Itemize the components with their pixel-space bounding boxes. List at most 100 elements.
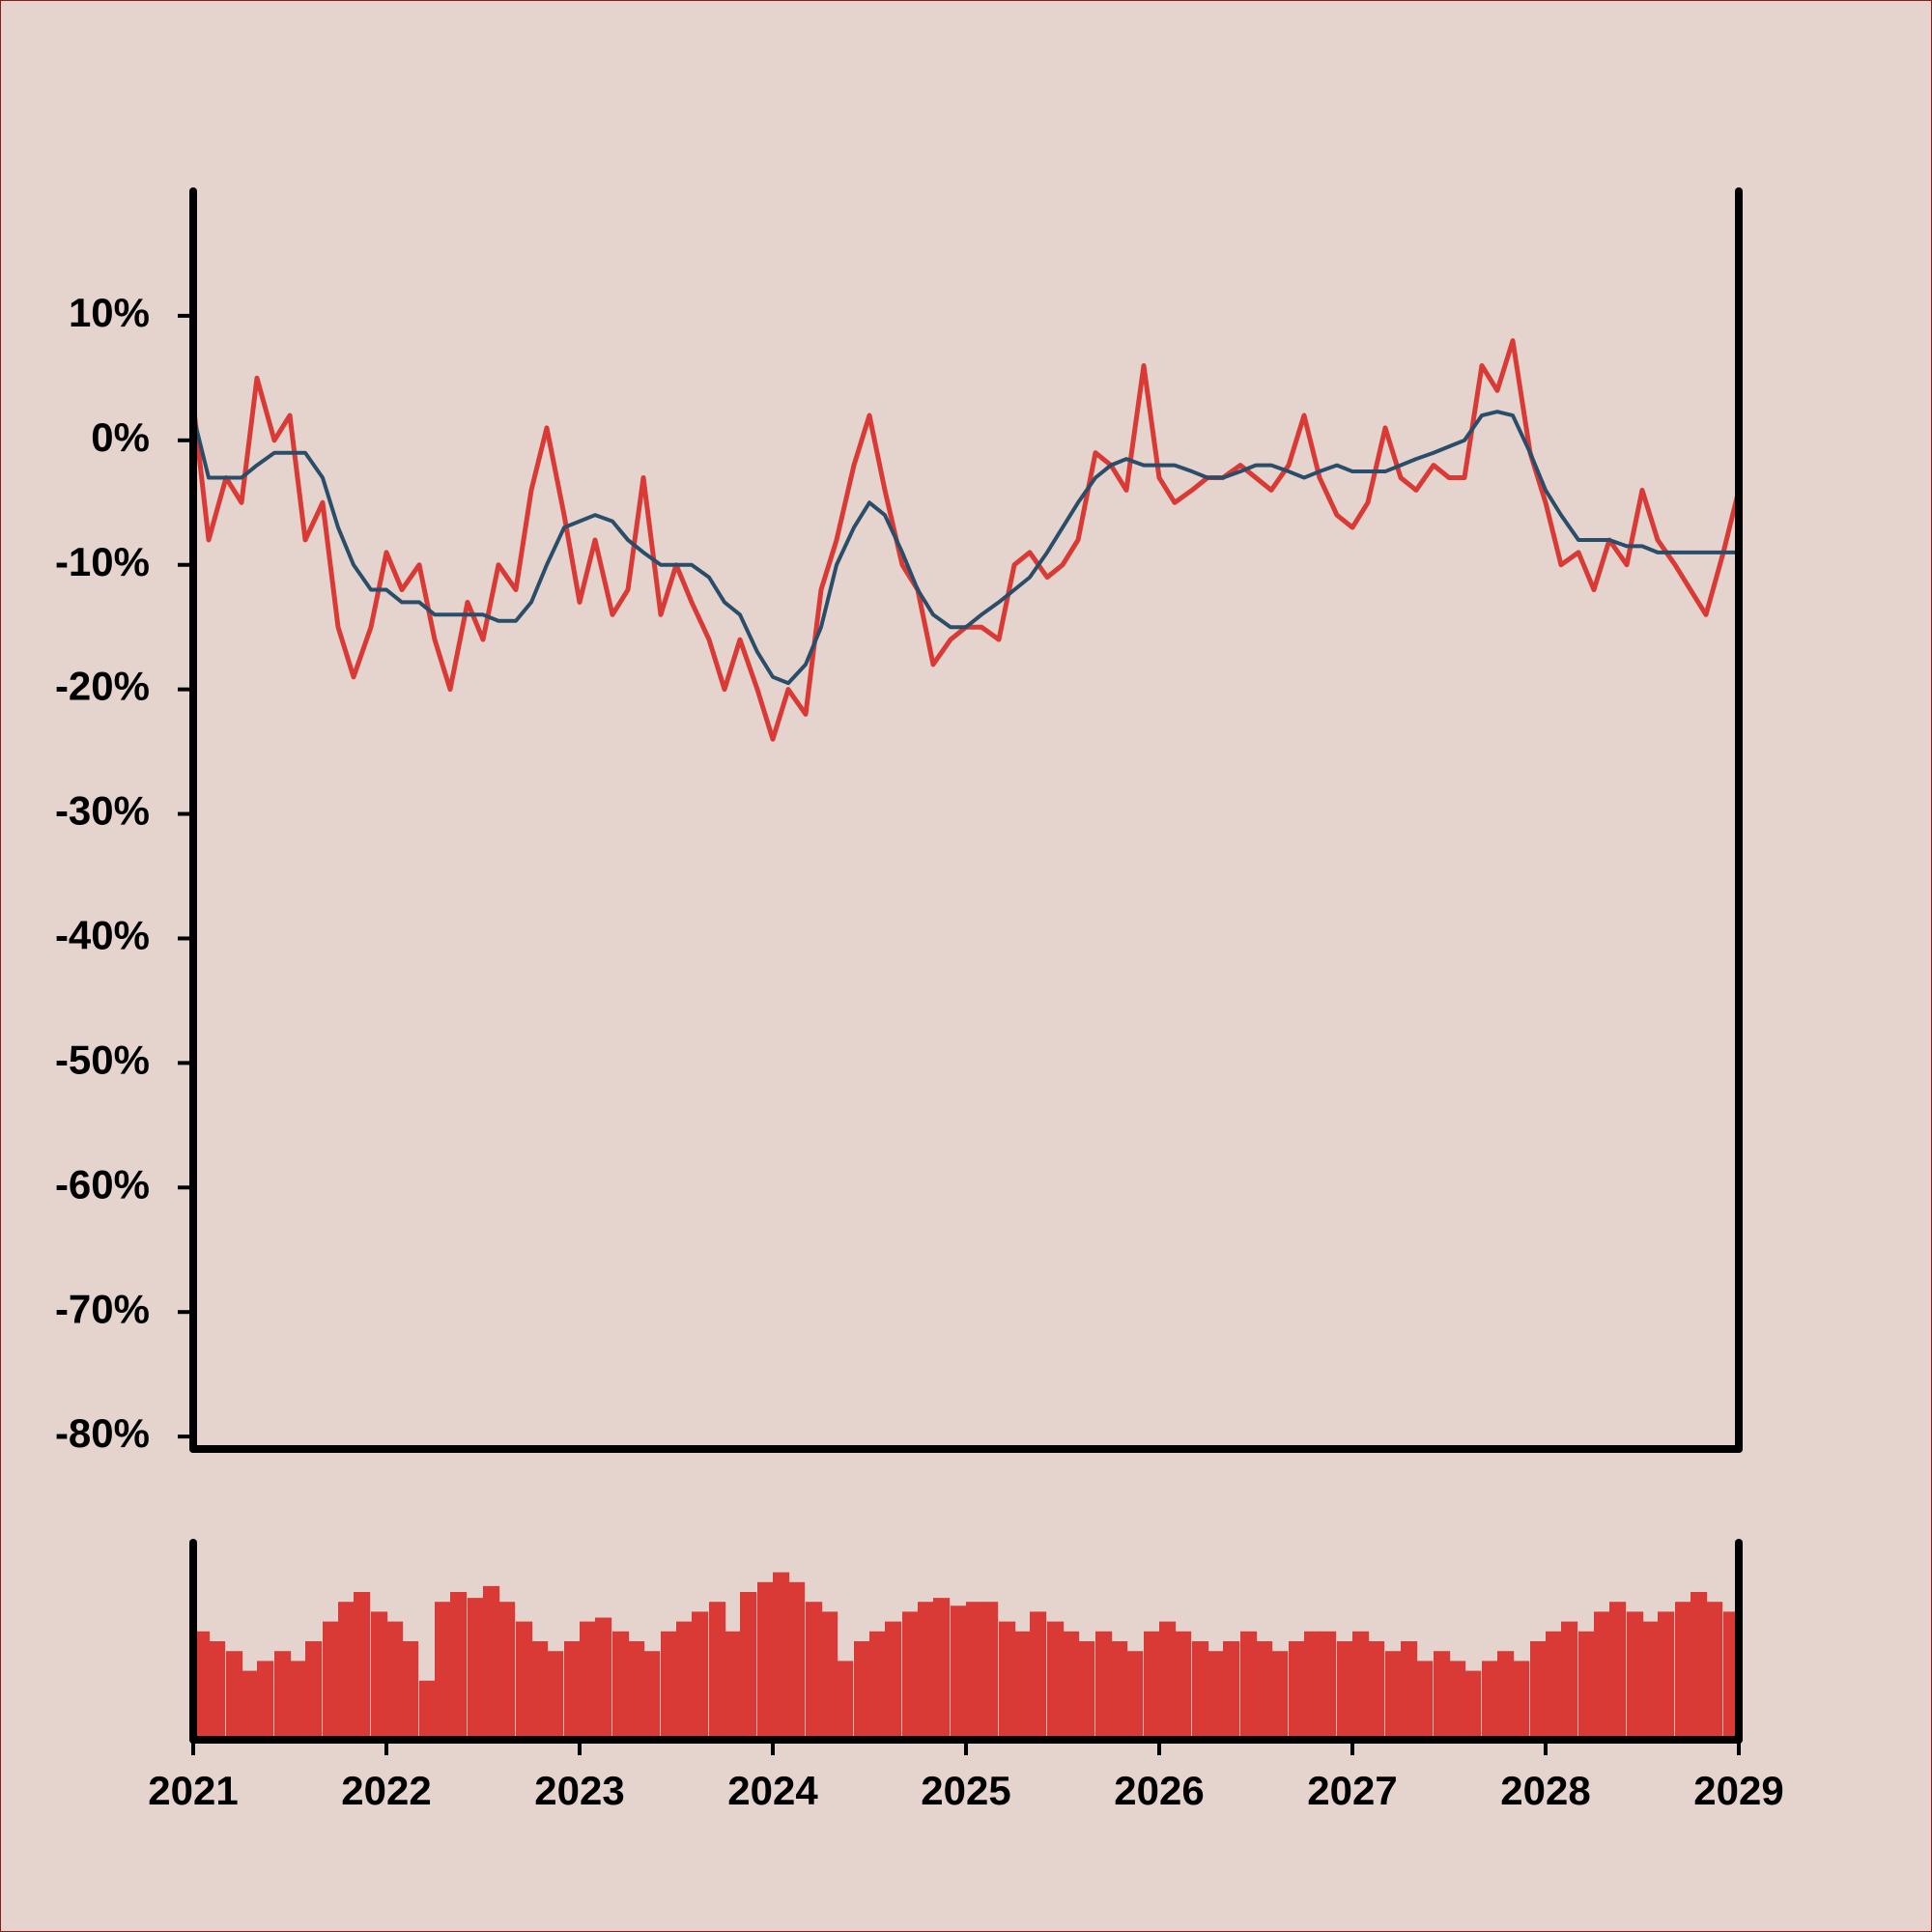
volume-bar xyxy=(564,1641,582,1740)
volume-bar xyxy=(1401,1641,1418,1740)
volume-bar xyxy=(999,1621,1016,1740)
volume-bar xyxy=(966,1602,983,1740)
volume-bar xyxy=(1159,1621,1177,1740)
volume-bar xyxy=(1111,1641,1128,1740)
volume-bar xyxy=(837,1661,854,1740)
volume-bar xyxy=(1658,1611,1675,1740)
volume-bar xyxy=(1352,1631,1370,1740)
volume-bar xyxy=(854,1641,871,1740)
volume-bar xyxy=(226,1651,243,1740)
y-tick-label: -60% xyxy=(55,1161,150,1207)
volume-bar xyxy=(290,1661,307,1740)
volume-bar xyxy=(274,1651,292,1740)
volume-bar xyxy=(1030,1611,1047,1740)
x-tick-label: 2026 xyxy=(1114,1768,1204,1813)
volume-bar xyxy=(1627,1611,1644,1740)
volume-bar xyxy=(1546,1631,1563,1740)
volume-bar xyxy=(1304,1631,1321,1740)
volume-bar xyxy=(354,1592,371,1740)
volume-bar xyxy=(951,1605,968,1740)
volume-bar xyxy=(1368,1641,1385,1740)
volume-bar xyxy=(1126,1651,1144,1740)
volume-bar xyxy=(547,1651,564,1740)
volume-bar xyxy=(869,1631,887,1740)
volume-bar xyxy=(740,1592,757,1740)
x-tick-label: 2029 xyxy=(1693,1768,1783,1813)
volume-bar xyxy=(692,1611,709,1740)
x-tick-label: 2028 xyxy=(1500,1768,1590,1813)
volume-bar xyxy=(1256,1641,1273,1740)
volume-bar xyxy=(757,1581,775,1740)
volume-bar xyxy=(676,1621,694,1740)
y-tick-label: 10% xyxy=(69,290,150,335)
volume-bar xyxy=(1594,1611,1611,1740)
volume-bar xyxy=(1240,1631,1258,1740)
y-tick-label: -30% xyxy=(55,788,150,834)
volume-bar xyxy=(885,1621,902,1740)
volume-bar xyxy=(661,1631,678,1740)
volume-bar xyxy=(1063,1631,1080,1740)
volume-bar xyxy=(242,1670,259,1740)
volume-bar xyxy=(1289,1641,1306,1740)
y-tick-label: -10% xyxy=(55,539,150,584)
volume-bar xyxy=(1561,1621,1578,1740)
volume-bar xyxy=(257,1661,274,1740)
y-tick-label: -40% xyxy=(55,913,150,958)
x-tick-label: 2021 xyxy=(148,1768,238,1813)
volume-bar xyxy=(193,1631,211,1740)
volume-bar xyxy=(483,1585,500,1740)
volume-bar xyxy=(933,1598,951,1740)
volume-bar xyxy=(1337,1641,1354,1740)
volume-bar xyxy=(498,1602,516,1740)
volume-bar xyxy=(1078,1641,1095,1740)
volume-bar xyxy=(918,1602,935,1740)
volume-bar xyxy=(612,1631,630,1740)
volume-bar xyxy=(1416,1661,1434,1740)
volume-bar xyxy=(643,1651,661,1740)
volume-bar xyxy=(806,1602,823,1740)
x-tick-label: 2022 xyxy=(341,1768,431,1813)
volume-bar xyxy=(1192,1641,1209,1740)
volume-bar xyxy=(338,1602,355,1740)
volume-bar xyxy=(305,1641,323,1740)
volume-bar xyxy=(1513,1661,1530,1740)
volume-bar xyxy=(516,1621,533,1740)
volume-bar xyxy=(468,1598,485,1740)
volume-bar xyxy=(1208,1651,1225,1740)
volume-bar xyxy=(788,1581,806,1740)
y-tick-label: -70% xyxy=(55,1286,150,1331)
volume-bar xyxy=(1642,1621,1660,1740)
volume-bar xyxy=(435,1602,452,1740)
volume-bar xyxy=(1047,1621,1065,1740)
volume-bar xyxy=(1014,1631,1032,1740)
volume-bar xyxy=(724,1631,742,1740)
line-series xyxy=(191,410,1739,686)
volume-bar xyxy=(1706,1602,1723,1740)
volume-bar xyxy=(371,1611,388,1740)
volume-bar xyxy=(1144,1631,1161,1740)
volume-bar xyxy=(402,1641,419,1740)
volume-bar xyxy=(1690,1592,1708,1740)
volume-bar xyxy=(628,1641,645,1740)
y-tick-label: -20% xyxy=(55,664,150,709)
y-tick-label: -80% xyxy=(55,1410,150,1456)
volume-bar xyxy=(1385,1651,1403,1740)
y-tick-label: 0% xyxy=(91,414,150,460)
volume-bar xyxy=(1449,1661,1466,1740)
x-tick-label: 2023 xyxy=(534,1768,624,1813)
volume-bar xyxy=(1095,1631,1113,1740)
volume-bar xyxy=(1271,1651,1289,1740)
volume-bar xyxy=(595,1617,612,1740)
volume-bar xyxy=(386,1621,404,1740)
volume-bar xyxy=(821,1611,838,1740)
volume-bar xyxy=(1675,1602,1692,1740)
volume-bar xyxy=(1578,1631,1596,1740)
volume-bar xyxy=(1223,1641,1240,1740)
x-tick-label: 2024 xyxy=(727,1768,818,1813)
y-tick-label: -50% xyxy=(55,1037,150,1082)
volume-bar xyxy=(1530,1641,1548,1740)
volume-bar xyxy=(902,1611,920,1740)
volume-bar xyxy=(1482,1661,1499,1740)
